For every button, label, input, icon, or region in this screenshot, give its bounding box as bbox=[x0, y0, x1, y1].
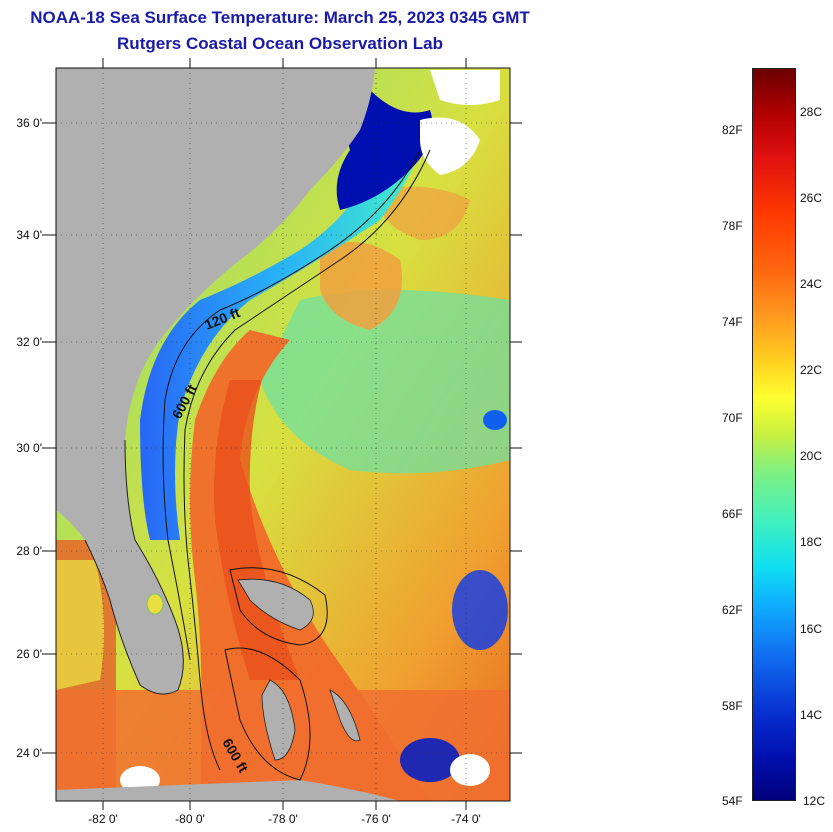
map-gridlines bbox=[56, 68, 510, 801]
colorbar-f-label: 70F bbox=[722, 411, 743, 425]
cloud-patch bbox=[483, 410, 507, 430]
gulf-stream-core bbox=[214, 380, 300, 680]
colorbar-c-label: 24C bbox=[800, 277, 823, 291]
colorbar-c-label: 12C bbox=[803, 794, 826, 808]
colorbar-f-label: 66F bbox=[722, 507, 743, 521]
cloud-patch bbox=[452, 570, 508, 650]
gulf-of-mexico-yellow bbox=[56, 560, 104, 690]
lat-label: 24 0' bbox=[16, 746, 42, 760]
lon-label: -82 0' bbox=[88, 812, 118, 826]
florida-outline bbox=[84, 439, 184, 695]
bahamas-eleuthera bbox=[329, 689, 361, 742]
offshore-cool-water bbox=[260, 290, 510, 474]
colorbar-c-label: 18C bbox=[800, 535, 823, 549]
lat-label: 36 0' bbox=[16, 116, 42, 130]
gulf-stream bbox=[190, 330, 430, 801]
map-tick-marks bbox=[42, 58, 522, 810]
contour-600ft bbox=[183, 149, 431, 771]
cloud-white-area bbox=[430, 70, 500, 105]
contour-bahamas bbox=[229, 567, 328, 646]
lon-label: -76 0' bbox=[361, 812, 391, 826]
lake-okeechobee bbox=[146, 593, 164, 615]
lat-label: 34 0' bbox=[16, 228, 42, 242]
offshore-warm-patch bbox=[320, 242, 402, 330]
contour-120ft bbox=[162, 149, 421, 661]
colorbar-c-label: 14C bbox=[800, 708, 823, 722]
bahamas-grand-bahama bbox=[237, 578, 314, 631]
colorbar-f-label: 62F bbox=[722, 603, 743, 617]
lat-label: 32 0' bbox=[16, 335, 42, 349]
lon-label: -78 0' bbox=[268, 812, 298, 826]
colorbar-c-label: 22C bbox=[800, 363, 823, 377]
shelf-cold-water bbox=[140, 150, 420, 540]
colorbar-c-label: 16C bbox=[800, 622, 823, 636]
colorbar-f-label: 74F bbox=[722, 315, 743, 329]
bahamas-andros bbox=[261, 679, 296, 761]
colorbar-c-label: 28C bbox=[800, 105, 823, 119]
lon-label: -80 0' bbox=[175, 812, 205, 826]
lat-label: 28 0' bbox=[16, 544, 42, 558]
colorbar-f-label: 82F bbox=[722, 123, 743, 137]
cloud-patch bbox=[400, 738, 460, 782]
colorbar-c-label: 26C bbox=[800, 191, 823, 205]
contour-bahamas bbox=[224, 647, 311, 781]
colorbar-f-label: 54F bbox=[722, 794, 743, 808]
cuba-edge bbox=[56, 780, 400, 801]
cloud-white-area bbox=[420, 117, 480, 175]
map-title: NOAA-18 Sea Surface Temperature: March 2… bbox=[30, 8, 530, 27]
colorbar-f-label: 58F bbox=[722, 699, 743, 713]
lat-label: 30 0' bbox=[16, 441, 42, 455]
temperature-colorbar bbox=[752, 68, 796, 801]
lat-label: 26 0' bbox=[16, 647, 42, 661]
land-us-southeast bbox=[56, 68, 375, 694]
colorbar-c-label: 20C bbox=[800, 449, 823, 463]
cloud-patch bbox=[450, 754, 490, 786]
colorbar-f-label: 78F bbox=[722, 219, 743, 233]
lon-label: -74 0' bbox=[451, 812, 481, 826]
map-subtitle: Rutgers Coastal Ocean Observation Lab bbox=[117, 34, 443, 53]
